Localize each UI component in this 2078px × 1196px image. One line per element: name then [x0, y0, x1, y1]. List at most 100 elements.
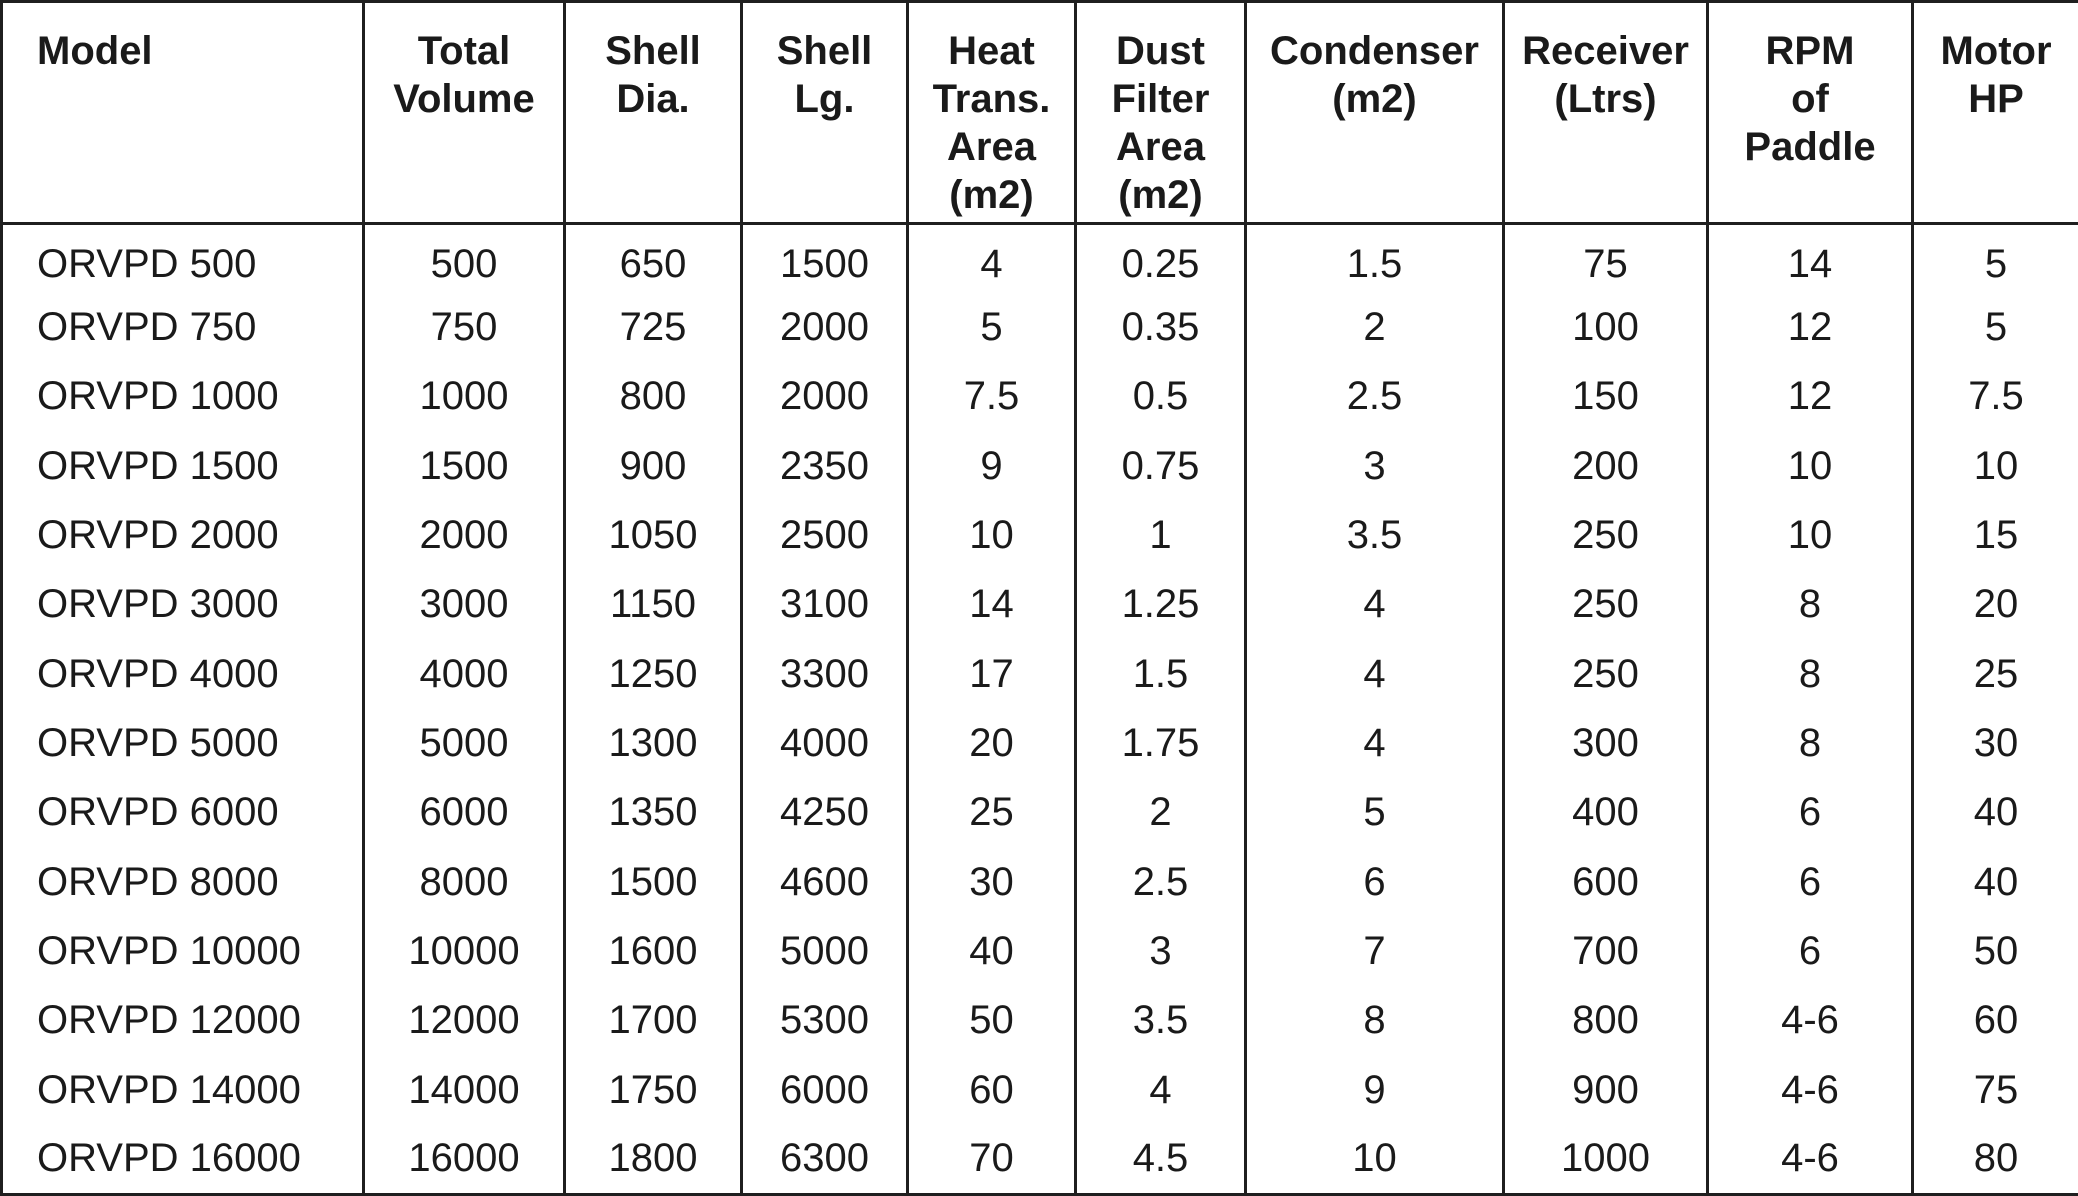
cell-dust-filter-area: 0.75: [1074, 431, 1247, 501]
cell-model: ORVPD 1500: [0, 431, 365, 501]
cell-dust-filter-area: 1.5: [1074, 639, 1247, 709]
cell-shell-dia: 1300: [563, 708, 743, 779]
cell-total-volume: 5000: [362, 708, 566, 779]
cell-rpm-of-paddle: 10: [1706, 500, 1914, 571]
header-motor-hp: Motor HP: [1911, 0, 2078, 225]
cell-total-volume: 3000: [362, 570, 566, 640]
cell-condenser: 10: [1244, 1124, 1505, 1196]
cell-receiver: 150: [1502, 362, 1709, 432]
cell-dust-filter-area: 1.25: [1074, 570, 1247, 640]
cell-shell-dia: 1800: [563, 1124, 743, 1196]
cell-motor-hp: 30: [1911, 708, 2078, 779]
cell-model: ORVPD 6000: [0, 778, 365, 848]
cell-motor-hp: 40: [1911, 778, 2078, 848]
cell-receiver: 250: [1502, 570, 1709, 640]
cell-motor-hp: 7.5: [1911, 362, 2078, 432]
cell-shell-dia: 1700: [563, 986, 743, 1056]
cell-shell-lg: 2500: [740, 500, 909, 571]
cell-heat-trans-area: 14: [906, 570, 1077, 640]
cell-shell-dia: 1500: [563, 847, 743, 917]
cell-condenser: 4: [1244, 639, 1505, 709]
cell-receiver: 600: [1502, 847, 1709, 917]
cell-receiver: 100: [1502, 292, 1709, 363]
cell-heat-trans-area: 70: [906, 1124, 1077, 1196]
cell-dust-filter-area: 0.25: [1074, 223, 1247, 293]
header-model: Model: [0, 0, 365, 225]
cell-condenser: 1.5: [1244, 223, 1505, 293]
cell-heat-trans-area: 20: [906, 708, 1077, 779]
cell-motor-hp: 40: [1911, 847, 2078, 917]
header-row: Model Total Volume Shell Dia. Shell Lg. …: [0, 0, 2078, 225]
header-heat-trans-area: Heat Trans. Area (m2): [906, 0, 1077, 225]
cell-heat-trans-area: 25: [906, 778, 1077, 848]
cell-condenser: 3: [1244, 431, 1505, 501]
cell-receiver: 300: [1502, 708, 1709, 779]
cell-model: ORVPD 750: [0, 292, 365, 363]
cell-total-volume: 1500: [362, 431, 566, 501]
table-row: ORVPD 5000 5000 1300 4000 20 1.75 4 300 8 30: [0, 708, 2078, 779]
table-row: ORVPD 1000 1000 800 2000 7.5 0.5 2.5 150 12 7.5: [0, 362, 2078, 432]
cell-dust-filter-area: 4.5: [1074, 1124, 1247, 1196]
table-body: ORVPD 500 500 650 1500 4 0.25 1.5 75 14 5 ORVPD 75…: [0, 223, 2078, 1196]
cell-heat-trans-area: 10: [906, 500, 1077, 571]
cell-rpm-of-paddle: 4-6: [1706, 1124, 1914, 1196]
cell-receiver: 700: [1502, 916, 1709, 987]
cell-total-volume: 4000: [362, 639, 566, 709]
cell-model: ORVPD 16000: [0, 1124, 365, 1196]
cell-condenser: 2.5: [1244, 362, 1505, 432]
cell-shell-dia: 650: [563, 223, 743, 293]
cell-rpm-of-paddle: 4-6: [1706, 1055, 1914, 1125]
cell-condenser: 4: [1244, 708, 1505, 779]
table-row: ORVPD 3000 3000 1150 3100 14 1.25 4 250 8 20: [0, 570, 2078, 640]
cell-shell-dia: 1150: [563, 570, 743, 640]
header-shell-dia: Shell Dia.: [563, 0, 743, 225]
cell-heat-trans-area: 50: [906, 986, 1077, 1056]
table-header: Model Total Volume Shell Dia. Shell Lg. …: [0, 0, 2078, 225]
cell-condenser: 8: [1244, 986, 1505, 1056]
cell-shell-lg: 3100: [740, 570, 909, 640]
cell-total-volume: 8000: [362, 847, 566, 917]
table-row: ORVPD 16000 16000 1800 6300 70 4.5 10 1000 4-6 80: [0, 1124, 2078, 1196]
cell-shell-lg: 3300: [740, 639, 909, 709]
cell-dust-filter-area: 3: [1074, 916, 1247, 987]
cell-rpm-of-paddle: 4-6: [1706, 986, 1914, 1056]
cell-heat-trans-area: 9: [906, 431, 1077, 501]
cell-dust-filter-area: 0.35: [1074, 292, 1247, 363]
cell-total-volume: 12000: [362, 986, 566, 1056]
cell-model: ORVPD 1000: [0, 362, 365, 432]
cell-heat-trans-area: 17: [906, 639, 1077, 709]
cell-model: ORVPD 12000: [0, 986, 365, 1056]
header-shell-lg: Shell Lg.: [740, 0, 909, 225]
cell-condenser: 5: [1244, 778, 1505, 848]
cell-total-volume: 750: [362, 292, 566, 363]
cell-rpm-of-paddle: 8: [1706, 570, 1914, 640]
cell-rpm-of-paddle: 6: [1706, 916, 1914, 987]
cell-dust-filter-area: 2.5: [1074, 847, 1247, 917]
cell-shell-lg: 4250: [740, 778, 909, 848]
cell-receiver: 75: [1502, 223, 1709, 293]
cell-motor-hp: 75: [1911, 1055, 2078, 1125]
cell-condenser: 2: [1244, 292, 1505, 363]
cell-motor-hp: 15: [1911, 500, 2078, 571]
table-row: ORVPD 8000 8000 1500 4600 30 2.5 6 600 6 40: [0, 847, 2078, 917]
cell-motor-hp: 5: [1911, 292, 2078, 363]
cell-receiver: 900: [1502, 1055, 1709, 1125]
table-row: ORVPD 6000 6000 1350 4250 25 2 5 400 6 40: [0, 778, 2078, 848]
cell-receiver: 200: [1502, 431, 1709, 501]
cell-model: ORVPD 4000: [0, 639, 365, 709]
cell-dust-filter-area: 1.75: [1074, 708, 1247, 779]
cell-shell-dia: 1750: [563, 1055, 743, 1125]
cell-total-volume: 500: [362, 223, 566, 293]
header-receiver: Receiver (Ltrs): [1502, 0, 1709, 225]
cell-dust-filter-area: 3.5: [1074, 986, 1247, 1056]
cell-shell-lg: 4000: [740, 708, 909, 779]
cell-rpm-of-paddle: 10: [1706, 431, 1914, 501]
table-row: ORVPD 1500 1500 900 2350 9 0.75 3 200 10 10: [0, 431, 2078, 501]
cell-total-volume: 16000: [362, 1124, 566, 1196]
cell-shell-lg: 2350: [740, 431, 909, 501]
table-row: ORVPD 2000 2000 1050 2500 10 1 3.5 250 10 15: [0, 500, 2078, 571]
cell-motor-hp: 50: [1911, 916, 2078, 987]
cell-shell-dia: 900: [563, 431, 743, 501]
cell-rpm-of-paddle: 6: [1706, 847, 1914, 917]
cell-rpm-of-paddle: 8: [1706, 708, 1914, 779]
